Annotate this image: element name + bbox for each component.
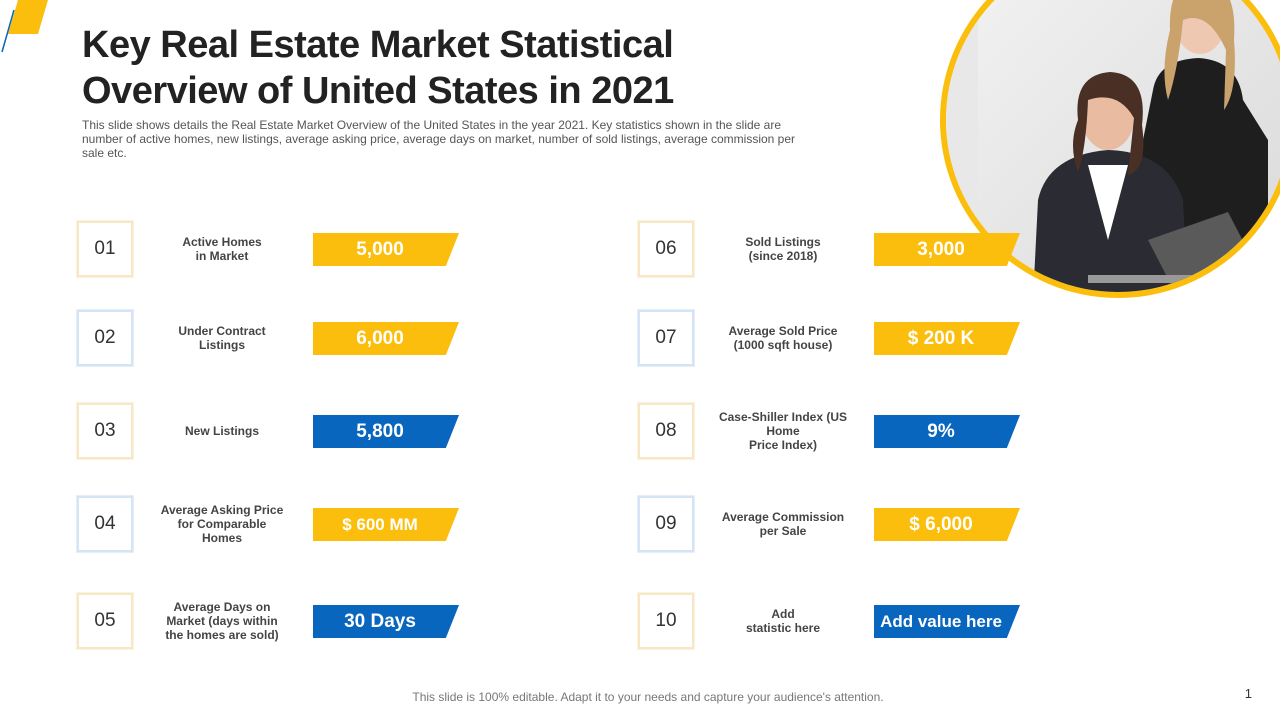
page-subtitle: This slide shows details the Real Estate… [82, 118, 796, 160]
stat-number-box: 08 [638, 403, 694, 459]
stat-value: 5,000 [313, 233, 459, 266]
stat-label: Sold Listings (since 2018) [745, 235, 821, 263]
stat-label: Average Commission per Sale [721, 510, 845, 538]
stat-label: Average Days on Market (days within the … [165, 600, 279, 642]
stat-label: Active Homes in Market [182, 235, 262, 263]
stat-number-box: 03 [77, 403, 133, 459]
stat-label: New Listings [184, 424, 259, 438]
stat-value: 9% [874, 415, 1020, 448]
corner-accent [1, 0, 48, 53]
stat-value: $ 600 MM [313, 508, 459, 541]
stat-number-box: 07 [638, 310, 694, 366]
stat-label: Case-Shiller Index (US Home Price Index) [718, 410, 848, 452]
stat-number-box: 01 [77, 221, 133, 277]
stat-value: $ 6,000 [874, 508, 1020, 541]
stat-value: 30 Days [313, 605, 459, 638]
stat-number-box: 09 [638, 496, 694, 552]
stat-label: Under Contract Listings [178, 324, 266, 352]
stat-number-box: 04 [77, 496, 133, 552]
stat-number-box: 02 [77, 310, 133, 366]
stat-label: Average Asking Price for Comparable Home… [160, 503, 284, 545]
stat-value: $ 200 K [874, 322, 1020, 355]
page-title: Key Real Estate Market Statistical Overv… [82, 24, 674, 112]
footer-note: This slide is 100% editable. Adapt it to… [412, 690, 884, 704]
stat-value: 6,000 [313, 322, 459, 355]
team-photo [938, 0, 1280, 300]
stat-number-box: 06 [638, 221, 694, 277]
stat-number-box: 10 [638, 593, 694, 649]
stat-label: Average Sold Price (1000 sqft house) [728, 324, 838, 352]
stat-value: Add value here [874, 605, 1020, 638]
stat-label: Add statistic here [745, 607, 821, 635]
page-number: 1 [1244, 686, 1252, 701]
stat-number-box: 05 [77, 593, 133, 649]
stat-value: 3,000 [874, 233, 1020, 266]
stat-value: 5,800 [313, 415, 459, 448]
